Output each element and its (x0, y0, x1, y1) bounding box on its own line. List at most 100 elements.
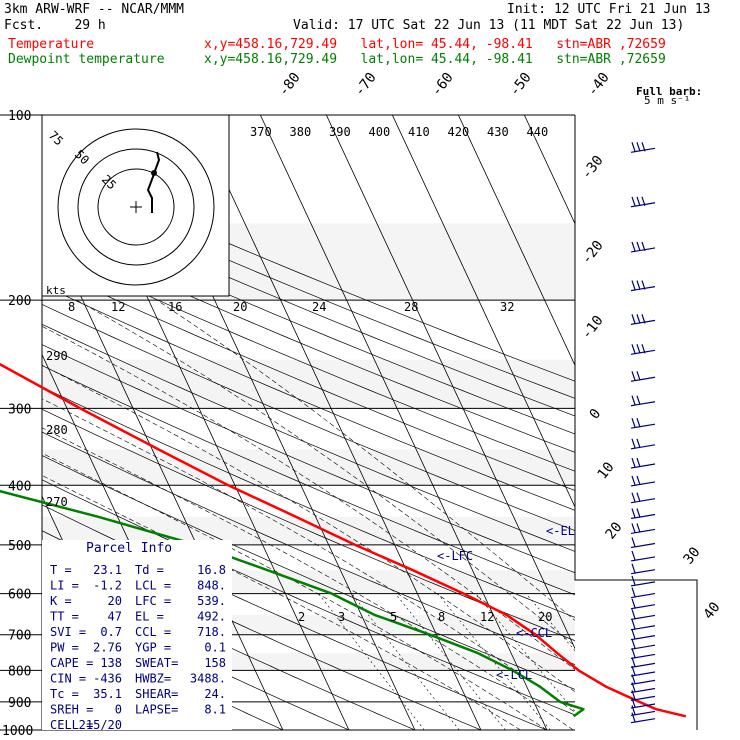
parcel-key: LFC = (135, 594, 171, 608)
wind-barb (630, 587, 656, 599)
model-title: 3km ARW-WRF -- NCAR/MMM (4, 2, 185, 17)
wind-barb (630, 563, 656, 575)
wind-barb (630, 371, 656, 382)
wind-barb (630, 314, 656, 325)
parcel-info-title: Parcel Info (86, 541, 172, 556)
theta-label: 410 (408, 125, 430, 139)
parcel-key: LAPSE= (135, 703, 178, 717)
ccl-marker: <-CCL (516, 626, 552, 640)
dry-adiabat (42, 479, 575, 716)
temperature-location: x,y=458.16,729.49 lat,lon= 45.44, -98.41… (204, 37, 666, 52)
wind-barb (630, 475, 656, 487)
dry-adiabat (42, 229, 575, 453)
parcel-key: HWBZ= (135, 672, 171, 686)
wind-barb (630, 690, 656, 701)
isotherm (391, 115, 575, 508)
parcel-value: 848. (197, 579, 226, 593)
parcel-value: 2.76 (93, 641, 122, 655)
pressure-label-900: 900 (8, 696, 31, 711)
wind-barb (630, 241, 656, 253)
mixing-ratio-line (437, 593, 551, 730)
theta-label: 390 (329, 125, 351, 139)
isotherm-label: -70 (352, 70, 380, 100)
parcel-value: 0.1 (204, 641, 226, 655)
isotherm (325, 115, 575, 650)
hodograph-ring (57, 128, 215, 286)
parcel-value: 492. (197, 610, 226, 624)
parcel-value: 24. (204, 687, 226, 701)
pressure-label-1000: 1000 (2, 724, 33, 739)
theta-label: 430 (487, 125, 509, 139)
wind-barb (630, 705, 656, 717)
parcel-value: 0.7 (100, 625, 122, 639)
isotherm-label: -80 (276, 70, 304, 100)
wind-barbs: Full barb:5 m s⁻¹ (630, 85, 702, 724)
parcel-value: 8.1 (204, 703, 226, 717)
wind-barb (630, 550, 656, 562)
wind-barb (630, 457, 656, 469)
dry-adiabat (42, 194, 575, 417)
moist-adiabat (42, 475, 521, 730)
parcel-value: 138 (100, 656, 122, 670)
wind-barb (630, 697, 656, 709)
wind-barb (630, 598, 656, 610)
mixing-ratio-label: 5 (390, 610, 397, 624)
isotherm-label: -10 (579, 313, 607, 343)
wind-barb (630, 508, 656, 520)
parcel-key: K = (50, 594, 72, 608)
dry-adiabat (42, 304, 575, 531)
hodograph-trace (146, 151, 161, 213)
wind-barb (630, 619, 656, 631)
pressure-label-600: 600 (8, 588, 31, 603)
parcel-key: T = (50, 563, 72, 577)
dry-adiabat (42, 323, 575, 552)
parcel-key: YGP = (135, 641, 171, 655)
theta-label: 370 (250, 125, 272, 139)
dry-adiabat (42, 365, 575, 596)
parcel-key: EL = (135, 610, 164, 624)
theta-label: 440 (527, 125, 549, 139)
forecast-hour: Fcst. 29 h (4, 18, 106, 33)
dry-adiabat (42, 584, 350, 730)
wind-barb (630, 629, 656, 641)
theta-label: 380 (290, 125, 312, 139)
barb-legend-label: Full barb: (636, 85, 702, 98)
dry-adiabat (42, 265, 575, 491)
parcel-value: 16.8 (197, 563, 226, 577)
temperature-trace (0, 362, 687, 718)
hodograph-ring (77, 148, 195, 266)
isotherm (193, 115, 482, 730)
isotherm-label: -60 (429, 70, 457, 100)
isotherm-label: -20 (579, 238, 607, 268)
wind-barb (630, 639, 656, 650)
el-marker: <-EL (546, 524, 575, 538)
sounding-traces (0, 362, 687, 718)
mixing-ratio-line (475, 593, 575, 712)
parcel-key: CELL = (50, 718, 93, 732)
mixing-ratio-label: 24 (312, 300, 326, 314)
lcl-marker: <-LCL (496, 668, 532, 682)
parcel-key: TT = (50, 610, 79, 624)
wind-barb (630, 523, 656, 534)
lfc-marker: <-LFC (437, 549, 473, 563)
hodograph-unit: kts (46, 284, 66, 297)
dry-adiabat (42, 386, 575, 618)
isotherm-label: -40 (585, 70, 613, 100)
pressure-label-500: 500 (8, 539, 31, 554)
parcel-info-box (42, 540, 232, 730)
parcel-value: 23.1 (93, 563, 122, 577)
isotherm-label: 0 (587, 406, 605, 422)
mixing-ratio-label: 16 (168, 300, 182, 314)
wind-barb (630, 537, 656, 549)
parcel-key: LCL = (135, 579, 171, 593)
parcel-key: SHEAR= (135, 687, 178, 701)
isotherm-label: -50 (507, 70, 535, 100)
wind-barb (630, 712, 656, 724)
wind-barb (630, 142, 656, 153)
parcel-value: -436 (93, 672, 122, 686)
parcel-value: 35.1 (93, 687, 122, 701)
wind-barb (630, 395, 656, 407)
mixing-ratio-label: 2 (298, 610, 305, 624)
mixing-ratio-label: 32 (500, 300, 514, 314)
